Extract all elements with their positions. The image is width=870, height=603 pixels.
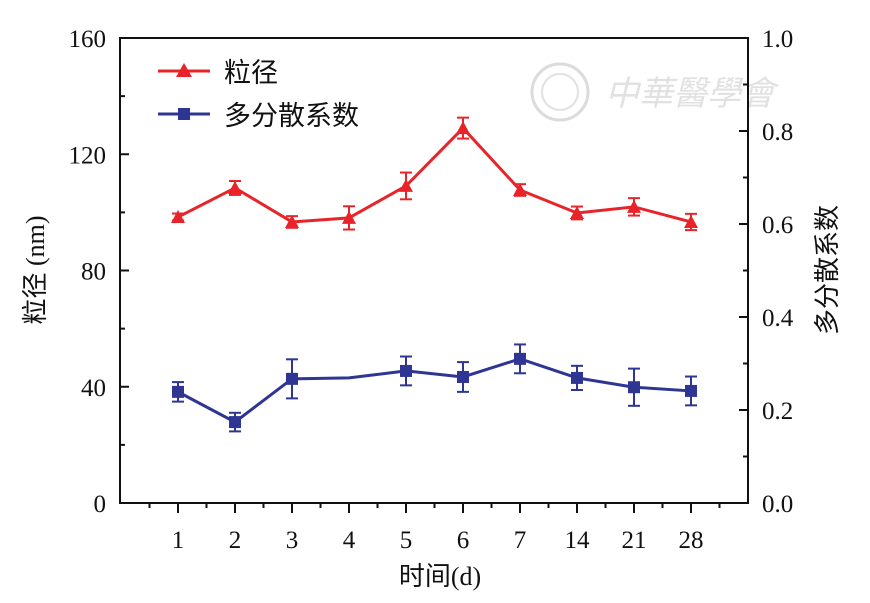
data-point xyxy=(514,352,526,365)
x-axis-label: 时间(d) xyxy=(399,562,481,591)
x-tick-label: 7 xyxy=(514,527,527,554)
x-tick-label: 1 xyxy=(172,527,185,554)
legend-label-size: 粒径 xyxy=(224,58,278,88)
y-tick-label: 40 xyxy=(81,375,106,402)
x-tick-label: 28 xyxy=(679,527,704,554)
legend-marker-pdi xyxy=(178,108,190,120)
data-point xyxy=(171,210,185,224)
data-point xyxy=(513,182,527,196)
y2-axis-label: 多分散系数 xyxy=(813,205,842,335)
data-point xyxy=(400,364,412,377)
y-tick-label: 0 xyxy=(94,491,107,518)
y2-tick-label: 1.0 xyxy=(762,26,793,53)
data-point xyxy=(457,370,469,383)
x-tick-label: 21 xyxy=(622,527,647,554)
legend-label-pdi: 多分散系数 xyxy=(224,101,359,131)
x-tick-label: 3 xyxy=(286,527,299,554)
series-line-1 xyxy=(177,357,692,424)
y-tick-label: 120 xyxy=(69,142,107,169)
series-line-0 xyxy=(177,125,692,224)
data-point xyxy=(571,371,583,384)
watermark-text: 中華醫學會 xyxy=(605,76,780,113)
x-tick-label: 2 xyxy=(229,527,242,554)
y2-tick-label: 0.2 xyxy=(762,398,793,425)
y2-tick-label: 0.6 xyxy=(762,212,793,239)
y-tick-label: 80 xyxy=(81,259,106,286)
data-point xyxy=(570,205,584,219)
data-point xyxy=(627,199,641,213)
watermark: 中華醫學會 xyxy=(530,62,780,122)
y-tick-label: 160 xyxy=(69,26,107,53)
y2-tick-label: 0.0 xyxy=(762,491,793,518)
data-point xyxy=(456,121,470,135)
data-point xyxy=(228,180,242,194)
data-point xyxy=(685,384,697,397)
axes: 0 40 80 120 160 0.0 0.2 0.4 0.6 0.8 1.0 1 2 3 4 5 6 7 14 21… xyxy=(69,26,794,554)
plot-area xyxy=(171,116,698,433)
data-point xyxy=(172,385,184,398)
data-point xyxy=(628,381,640,394)
data-point xyxy=(286,372,298,385)
x-tick-label: 14 xyxy=(565,527,591,554)
data-point xyxy=(229,416,241,429)
legend-marker-size xyxy=(176,63,192,77)
y2-tick-label: 0.4 xyxy=(762,305,794,332)
legend: 粒径 多分散系数 xyxy=(158,58,359,131)
data-point xyxy=(285,214,299,228)
data-point xyxy=(399,178,413,192)
x-tick-label: 4 xyxy=(343,527,356,554)
data-point xyxy=(342,210,356,224)
x-tick-label: 6 xyxy=(457,527,470,554)
x-tick-label: 5 xyxy=(400,527,413,554)
y-axis-label: 粒径 (nm) xyxy=(21,215,50,324)
y2-tick-label: 0.8 xyxy=(762,119,793,146)
data-point xyxy=(684,214,698,228)
